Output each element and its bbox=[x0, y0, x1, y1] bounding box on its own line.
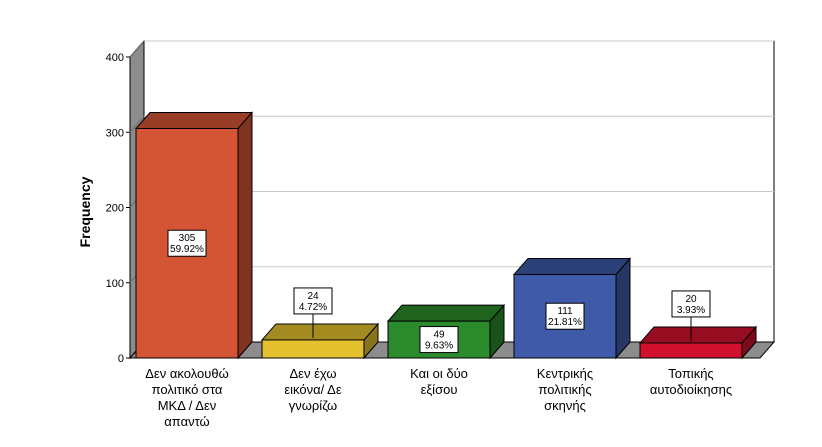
data-label-box bbox=[293, 287, 333, 315]
category-label: εξίσου bbox=[421, 382, 458, 397]
data-label-count: 111 bbox=[557, 306, 573, 317]
category-label: σκηνής bbox=[544, 398, 586, 413]
data-label-percent: 4.72% bbox=[299, 302, 327, 313]
data-label-box bbox=[167, 229, 207, 257]
data-label-box bbox=[419, 326, 459, 354]
bar-top bbox=[260, 323, 380, 341]
category-label: Τοπικής bbox=[668, 366, 713, 381]
bar-top bbox=[134, 111, 254, 129]
category-label: γνωρίζω bbox=[289, 398, 337, 413]
category-label: εικόνα/ Δε bbox=[284, 382, 341, 397]
category-label: πολιτικής bbox=[538, 382, 591, 397]
bar bbox=[639, 342, 743, 359]
y-tick-label: 0 bbox=[118, 353, 124, 365]
category-label: πολιτικό στα bbox=[152, 382, 223, 397]
data-label-percent: 3.93% bbox=[677, 305, 705, 316]
bar-side bbox=[615, 257, 631, 360]
data-label-count: 24 bbox=[307, 291, 319, 302]
bar-top bbox=[512, 257, 632, 275]
category-label: αυτοδιοίκησης bbox=[650, 382, 732, 397]
bar-top bbox=[386, 304, 506, 322]
data-label-percent: 59.92% bbox=[170, 244, 204, 255]
category-label: ΜΚΔ / Δεν bbox=[158, 398, 217, 413]
y-tick-label: 200 bbox=[106, 203, 124, 215]
category-label: απαντώ bbox=[164, 414, 209, 429]
bar bbox=[261, 339, 365, 359]
y-tick-label: 100 bbox=[106, 278, 124, 290]
data-label-count: 49 bbox=[433, 330, 445, 341]
data-label-box bbox=[545, 302, 585, 330]
y-axis-title: Frequency bbox=[77, 176, 93, 247]
y-tick-label: 300 bbox=[106, 127, 124, 139]
category-label: Δεν έχω bbox=[289, 366, 336, 381]
y-tick-label: 400 bbox=[106, 52, 124, 64]
data-label-count: 305 bbox=[179, 233, 196, 244]
data-label-count: 20 bbox=[685, 294, 697, 305]
category-label: Δεν ακολουθώ bbox=[145, 366, 228, 381]
category-label: Και οι δύο bbox=[410, 366, 468, 381]
data-label-percent: 21.81% bbox=[548, 317, 582, 328]
gridline-side bbox=[129, 115, 145, 133]
gridline-side bbox=[129, 40, 145, 58]
bar-top bbox=[638, 326, 758, 344]
data-label-box bbox=[671, 290, 711, 318]
data-label-percent: 9.63% bbox=[425, 341, 453, 352]
bar-side bbox=[237, 111, 253, 360]
category-label: Κεντρικής bbox=[537, 366, 593, 381]
